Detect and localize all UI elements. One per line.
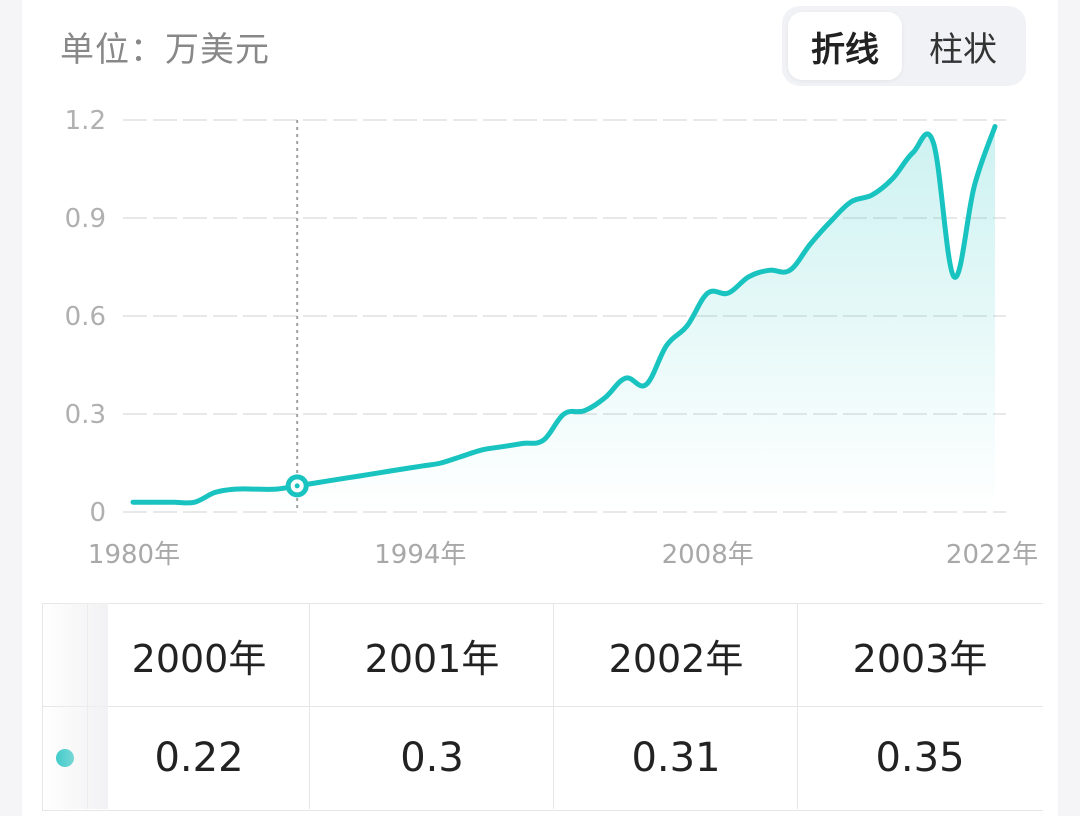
- table-header-cell: 2003年: [797, 604, 1042, 706]
- y-tick-label: 0.3: [65, 400, 106, 430]
- line-chart[interactable]: 0 0.3 0.6 0.9 1.2 1980年 1994年 2008年 2022年: [0, 0, 1080, 600]
- table-header-cell: 2002年: [553, 604, 798, 706]
- bar-chart-tab[interactable]: 柱状: [929, 29, 997, 70]
- highlight-point-center: [294, 483, 300, 489]
- series-area: [133, 126, 995, 512]
- table-header-cell: 2001年: [309, 604, 554, 706]
- unit-label: 单位：万美元: [60, 30, 270, 70]
- table-header-cell: 2000年: [87, 604, 310, 706]
- table-value-cell: 0.3: [309, 707, 554, 809]
- line-chart-tab[interactable]: 折线: [788, 12, 902, 80]
- table-header-row: 2000年 2001年 2002年 2003年: [43, 604, 1043, 707]
- series-dot-icon: [56, 749, 74, 767]
- x-tick-label: 2022年: [946, 540, 1038, 570]
- y-tick-label: 0.9: [65, 204, 106, 234]
- y-tick-label: 1.2: [65, 106, 106, 136]
- table-value-row: 0.22 0.3 0.31 0.35: [43, 707, 1043, 809]
- x-tick-label: 1994年: [374, 540, 466, 570]
- chart-type-toggle: 折线 柱状: [782, 6, 1026, 86]
- table-value-cell: 0.22: [87, 707, 310, 809]
- table-value-cell: 0.31: [553, 707, 798, 809]
- data-table: 2000年 2001年 2002年 2003年 0.22 0.3 0.31 0.…: [42, 603, 1043, 811]
- series-marker-cell: [43, 707, 87, 809]
- y-tick-label: 0.6: [65, 302, 106, 332]
- x-axis-ticks: 1980年 1994年 2008年 2022年: [88, 540, 1038, 570]
- marker-header-cell: [43, 604, 87, 706]
- x-tick-label: 2008年: [662, 540, 754, 570]
- series-line: [130, 124, 998, 506]
- x-tick-label: 1980年: [88, 540, 180, 570]
- table-value-cell: 0.35: [797, 707, 1042, 809]
- y-tick-label: 0: [89, 498, 106, 528]
- y-axis-ticks: 0 0.3 0.6 0.9 1.2: [65, 106, 106, 528]
